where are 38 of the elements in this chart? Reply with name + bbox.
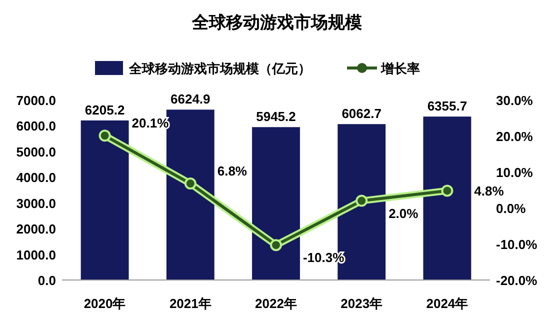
point xyxy=(98,130,111,142)
data-label: 2.0% xyxy=(388,206,419,221)
point xyxy=(184,178,196,190)
x-tick-label: 2024年 xyxy=(426,296,468,311)
x-tick-label: 2021年 xyxy=(169,296,212,311)
y2-tick-label: -10.0% xyxy=(496,237,538,252)
y2-tick-label: -20.0% xyxy=(496,273,538,288)
y2-tick-label: 20.0% xyxy=(496,129,534,144)
y-tick-label: 1000.0 xyxy=(16,247,56,262)
bar xyxy=(80,120,129,280)
data-label: 6205.2 xyxy=(84,102,125,118)
data-label: 4.8% xyxy=(474,184,504,199)
point xyxy=(441,184,454,197)
bar xyxy=(252,127,300,280)
legend-label: 增长率 xyxy=(380,61,420,76)
point xyxy=(270,239,282,252)
x-tick-label: 2020年 xyxy=(84,296,126,311)
legend-label: 全球移动游戏市场规模（亿元） xyxy=(128,61,311,76)
y-tick-label: 0.0 xyxy=(38,273,56,288)
data-label: 6355.7 xyxy=(427,98,468,114)
y2-tick-label: 0.0% xyxy=(496,201,526,216)
x-tick-label: 2023年 xyxy=(340,296,383,311)
chart-title: 全球移动游戏市场规模 xyxy=(191,13,362,32)
y2-tick-label: 30.0% xyxy=(496,93,534,108)
x-tick-label: 2022年 xyxy=(255,296,297,311)
data-label: 5945.2 xyxy=(256,109,296,124)
data-label: 6624.9 xyxy=(170,92,210,107)
data-label: 6.8% xyxy=(217,164,248,179)
y-tick-label: 7000.0 xyxy=(16,93,56,108)
y-tick-label: 4000.0 xyxy=(16,170,56,186)
data-label: 6062.7 xyxy=(342,106,382,122)
point xyxy=(356,194,368,207)
y-tick-label: 3000.0 xyxy=(16,196,56,211)
y-tick-label: 6000.0 xyxy=(16,118,56,134)
y2-tick-label: 10.0% xyxy=(496,165,534,180)
y-tick-label: 2000.0 xyxy=(16,222,56,237)
bar xyxy=(423,116,472,280)
y-tick-label: 5000.0 xyxy=(16,144,56,160)
